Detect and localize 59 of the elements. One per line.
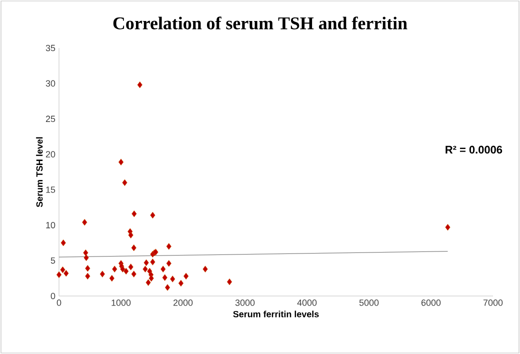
point <box>128 232 134 238</box>
x-tick-label: 4000 <box>297 300 317 306</box>
point <box>142 266 148 272</box>
point <box>202 266 208 272</box>
y-tick-label: 5 <box>50 257 56 264</box>
x-tick-label: 2000 <box>173 300 193 306</box>
x-tick-label: 1000 <box>112 300 131 306</box>
y-tick-label: 15 <box>46 186 56 193</box>
point <box>137 82 142 88</box>
point <box>164 284 170 291</box>
y-tick-label: 30 <box>46 80 56 87</box>
point <box>132 210 137 218</box>
point <box>83 249 88 256</box>
point <box>148 274 154 282</box>
y-tick-label: 10 <box>46 222 56 228</box>
x-tick-label: 5000 <box>359 300 379 306</box>
point <box>118 158 124 166</box>
point <box>128 264 134 270</box>
point <box>85 265 90 272</box>
x-axis-title: Serum ferritin levels <box>233 310 319 318</box>
point <box>100 270 105 278</box>
x-tick-label: 7000 <box>483 300 503 306</box>
y-tick-label: 25 <box>46 116 56 122</box>
x-tick-label: 6000 <box>421 300 441 306</box>
point <box>150 212 156 219</box>
point <box>109 274 114 282</box>
point <box>146 279 151 286</box>
y-tick-label: 0 <box>50 292 56 300</box>
annotation: R² = 0.0006 <box>446 146 502 154</box>
point <box>120 266 126 272</box>
point <box>166 243 172 250</box>
point <box>445 224 450 231</box>
y-tick-label: 35 <box>46 44 56 52</box>
point <box>144 259 149 266</box>
point <box>178 280 184 287</box>
point <box>122 179 128 186</box>
point <box>170 276 176 282</box>
point <box>84 254 89 262</box>
x-tick-label: 0 <box>56 300 62 306</box>
point <box>131 244 136 252</box>
point <box>131 270 136 278</box>
chart-title: Correlation of serum TSH and ferritin <box>113 16 408 30</box>
point <box>60 266 66 274</box>
point <box>150 258 156 266</box>
point <box>226 278 232 286</box>
point <box>124 268 129 275</box>
point <box>82 218 88 226</box>
point <box>56 271 62 278</box>
point <box>162 274 168 281</box>
y-tick-label: 20 <box>46 151 56 158</box>
point <box>184 272 189 280</box>
y-axis-title: Serum TSH level <box>36 137 43 208</box>
point <box>160 266 166 272</box>
x-tick-label: 3000 <box>235 300 255 306</box>
point <box>112 266 118 272</box>
point <box>64 270 69 277</box>
point <box>85 272 90 280</box>
point <box>166 260 172 267</box>
point <box>60 240 66 246</box>
